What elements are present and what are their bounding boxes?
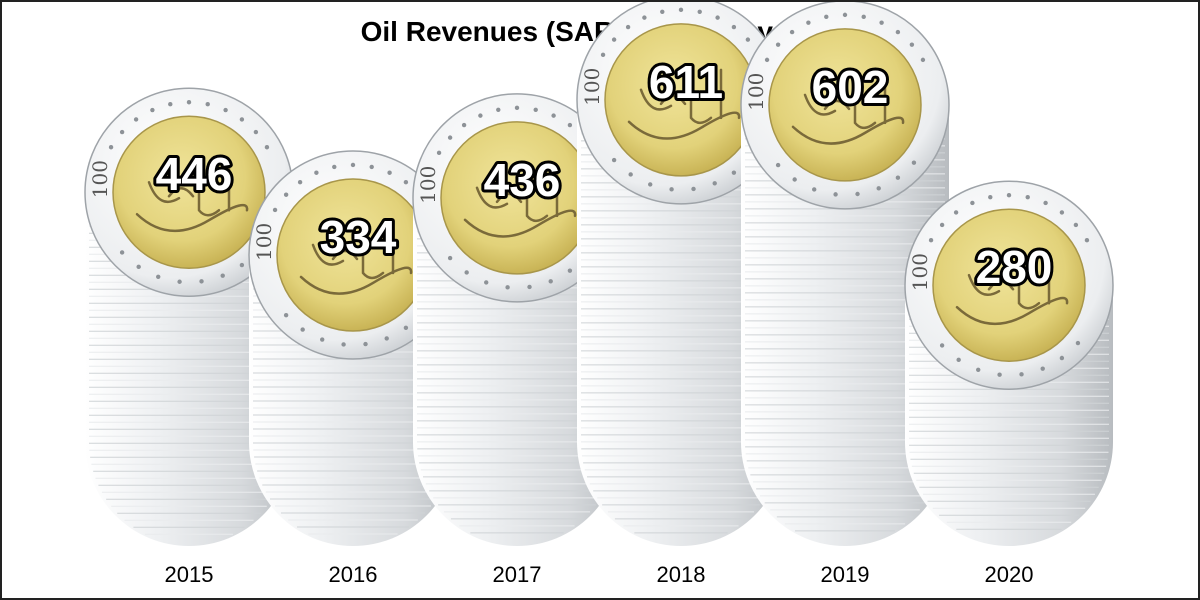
year-label-2015: 2015 [165,562,214,587]
coin-face: 100 [84,87,294,297]
coin-face: 100 [904,180,1114,390]
year-label-2018: 2018 [657,562,706,587]
coin-stack-2020: 100 [904,180,1114,546]
value-label-2017: 436 [484,154,561,206]
coin-calligraphy [135,160,249,233]
coin-denomination: 100 [908,253,932,291]
coin-face: 100 [412,93,622,303]
coin-face: 100 [740,2,950,210]
year-label-2020: 2020 [985,562,1034,587]
stack-bottom [249,338,457,546]
coin-denomination: 100 [580,68,604,106]
year-label-2019: 2019 [821,562,870,587]
value-label-2016: 334 [320,211,397,263]
coin-calligraphy [463,166,577,238]
value-label-2020: 280 [976,241,1053,293]
stack-bottom [741,338,949,546]
stack-bottom [85,338,293,546]
coin-stack-2019: 100 [740,2,950,546]
coin-denomination: 100 [88,160,112,198]
coin-denomination: 100 [744,73,768,111]
value-label-2019: 602 [812,61,889,113]
coin-denomination: 100 [252,223,276,261]
value-label-2018: 611 [649,56,723,108]
coin-denomination: 100 [416,166,440,204]
coin-calligraphy [627,68,741,140]
value-label-2015: 446 [156,148,233,200]
coin-calligraphy [955,253,1069,326]
coin-calligraphy [299,223,413,295]
coin-calligraphy [791,73,905,145]
year-label-2016: 2016 [329,562,378,587]
coin-face: 100 [248,150,458,360]
year-label-2017: 2017 [493,562,542,587]
coin-face: 100 [576,2,786,205]
